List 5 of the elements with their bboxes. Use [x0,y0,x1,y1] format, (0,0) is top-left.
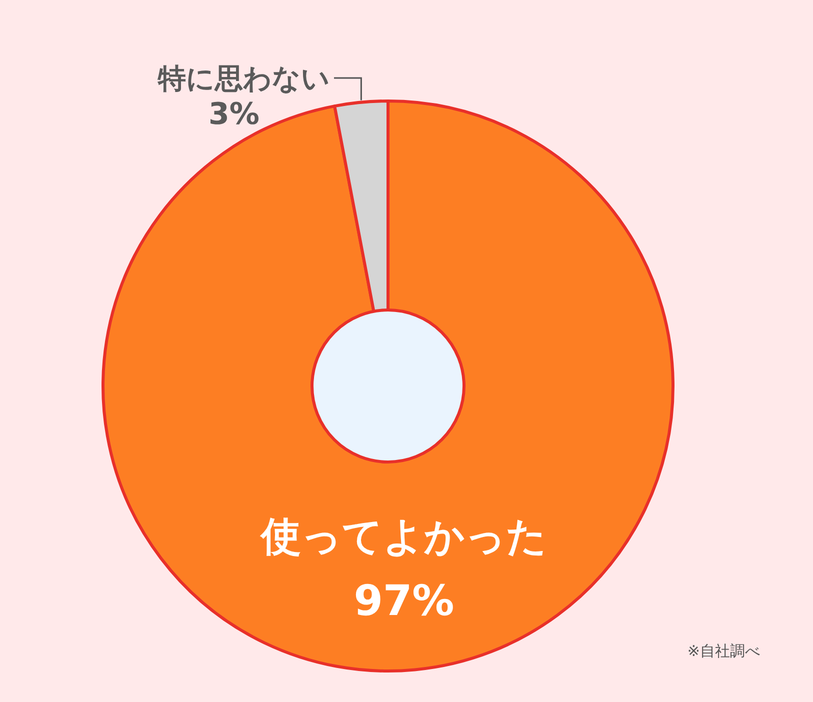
slice-label: 特に思わない [157,62,330,95]
text: ※自社調べ [687,642,760,660]
data-label: 97% [354,576,454,626]
data-label: 3% [208,97,260,132]
slice-label: 使ってよかった [259,514,547,560]
